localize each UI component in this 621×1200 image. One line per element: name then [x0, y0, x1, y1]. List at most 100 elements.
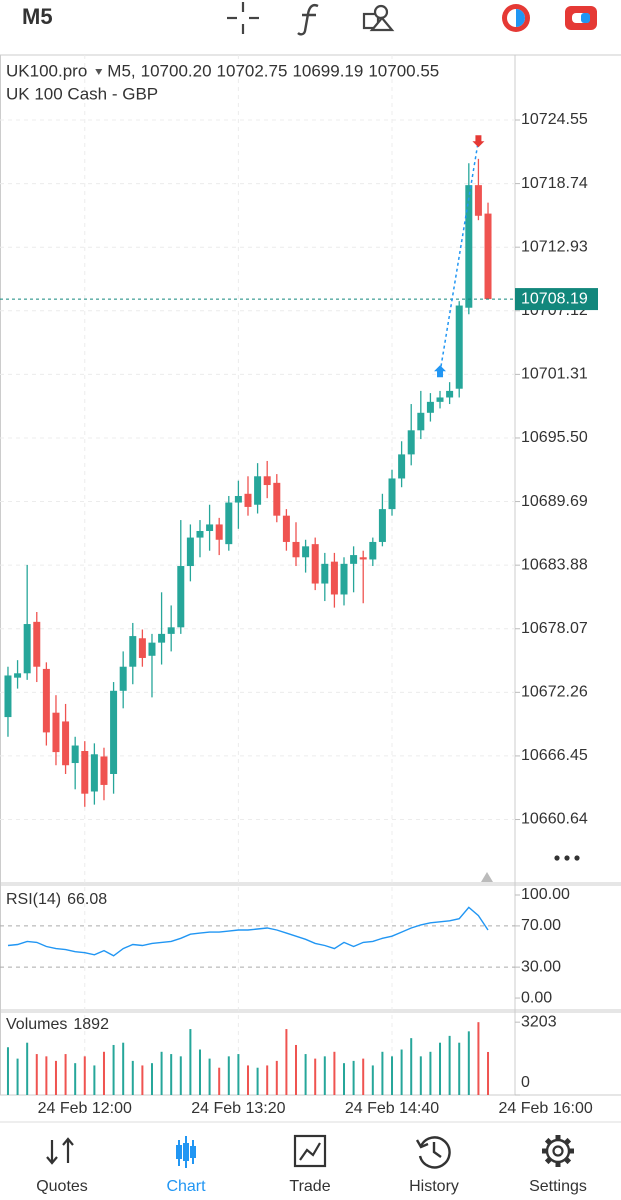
volume-bar	[179, 1056, 182, 1095]
nav-item[interactable]: History	[409, 1136, 459, 1195]
volume-bar	[74, 1063, 77, 1095]
volume-bar	[112, 1044, 115, 1095]
objects-icon[interactable]	[362, 4, 395, 32]
y-tick-label: 0	[521, 1074, 530, 1091]
nav-icon	[183, 1143, 189, 1161]
candle-body	[369, 541, 377, 560]
more-dot[interactable]	[564, 855, 570, 861]
volume-bar	[141, 1065, 144, 1095]
bottom-nav: Quotes Chart Trade History Settings	[36, 1134, 587, 1195]
volume-bar	[419, 1056, 422, 1095]
candle-body	[234, 495, 242, 503]
volume-bar	[381, 1051, 384, 1095]
timeframe-button[interactable]: M5	[22, 4, 53, 29]
y-tick-label: 10695.50	[521, 429, 588, 446]
symbol-dropdown-icon	[95, 69, 103, 75]
volume-bar	[429, 1051, 432, 1095]
volume-bar	[93, 1065, 96, 1095]
volume-bar	[150, 1063, 153, 1095]
volume-bar	[45, 1056, 48, 1095]
scroll-marker	[481, 872, 493, 882]
candle-body	[330, 561, 338, 595]
candle-body	[110, 690, 118, 774]
symbol[interactable]: UK100.pro	[6, 61, 87, 80]
candle-body	[14, 673, 22, 678]
more-dot[interactable]	[554, 855, 560, 861]
volume-bar	[26, 1042, 29, 1095]
volume-bar	[439, 1042, 442, 1095]
volume-bar	[83, 1056, 86, 1095]
candle-body	[292, 541, 300, 558]
rsi-title: RSI(14)	[6, 891, 61, 908]
volume-bar	[352, 1060, 355, 1095]
volume-value: 1892	[73, 1016, 109, 1033]
header-timeframe: M5,	[107, 61, 135, 80]
candle-body	[167, 627, 175, 634]
candle-body	[244, 493, 252, 507]
nav-icon	[190, 1146, 196, 1158]
volume-bar	[246, 1065, 249, 1095]
candle-body	[398, 454, 406, 479]
candle-body	[311, 544, 319, 584]
volume-bar	[131, 1060, 134, 1095]
candle-body	[263, 476, 271, 486]
candle-body	[148, 642, 156, 656]
volume-bar	[448, 1035, 451, 1095]
nav-item[interactable]: Quotes	[36, 1137, 88, 1195]
ohlc-value: 10700.20	[141, 61, 212, 80]
y-tick-label: 10712.93	[521, 238, 588, 255]
nav-label: Trade	[289, 1178, 330, 1195]
ohlc-value: 10700.55	[368, 61, 439, 80]
more-dot[interactable]	[574, 855, 580, 861]
volume-bar	[333, 1051, 336, 1095]
candle-body	[129, 636, 137, 667]
candle-body	[81, 751, 89, 794]
candle-body	[388, 478, 396, 510]
ohlc-value: 10702.75	[217, 61, 288, 80]
volume-bar	[343, 1063, 346, 1095]
volume-bar	[295, 1044, 298, 1095]
indicators-icon[interactable]	[297, 3, 319, 36]
candle-body	[340, 563, 348, 595]
nav-label: History	[409, 1178, 459, 1195]
ohlc-value: 10699.19	[292, 61, 363, 80]
candle-body	[90, 754, 98, 792]
symbol-description: UK 100 Cash - GBP	[6, 84, 158, 103]
nav-item[interactable]: Trade	[289, 1134, 331, 1195]
candle-body	[446, 390, 454, 398]
candle-body	[282, 515, 290, 542]
candle-body	[455, 305, 463, 389]
candle-body	[215, 524, 223, 540]
nav-icon	[176, 1145, 182, 1159]
volume-bar	[304, 1054, 307, 1095]
candle-body	[321, 563, 329, 584]
candle-body	[407, 430, 415, 455]
candle-body	[359, 557, 367, 560]
candle-body	[206, 524, 214, 532]
volume-bar	[467, 1031, 470, 1095]
nav-label: Chart	[166, 1178, 206, 1195]
volume-bar	[16, 1058, 19, 1095]
x-tick-label: 24 Feb 16:00	[498, 1100, 592, 1117]
candle-body	[254, 476, 262, 505]
crosshair-icon[interactable]	[227, 2, 259, 34]
volume-bar	[275, 1060, 278, 1095]
candle-body	[100, 756, 108, 785]
nav-item[interactable]: Chart	[166, 1136, 206, 1195]
last-price-box	[515, 288, 598, 311]
nav-item[interactable]: Settings	[529, 1135, 587, 1195]
last-price-label: 10708.19	[521, 290, 588, 307]
one-click-trading-icon[interactable]	[502, 4, 530, 32]
volume-bar	[371, 1065, 374, 1095]
x-tick-label: 24 Feb 13:20	[191, 1100, 285, 1117]
y-tick-label: 3203	[521, 1013, 557, 1030]
y-tick-label: 10683.88	[521, 556, 588, 573]
volume-bar	[458, 1042, 461, 1095]
volume-bar	[189, 1029, 192, 1095]
trade-icon[interactable]	[565, 6, 597, 30]
volume-bar	[122, 1042, 125, 1095]
candle-body	[426, 401, 434, 413]
volume-bar	[362, 1058, 365, 1095]
